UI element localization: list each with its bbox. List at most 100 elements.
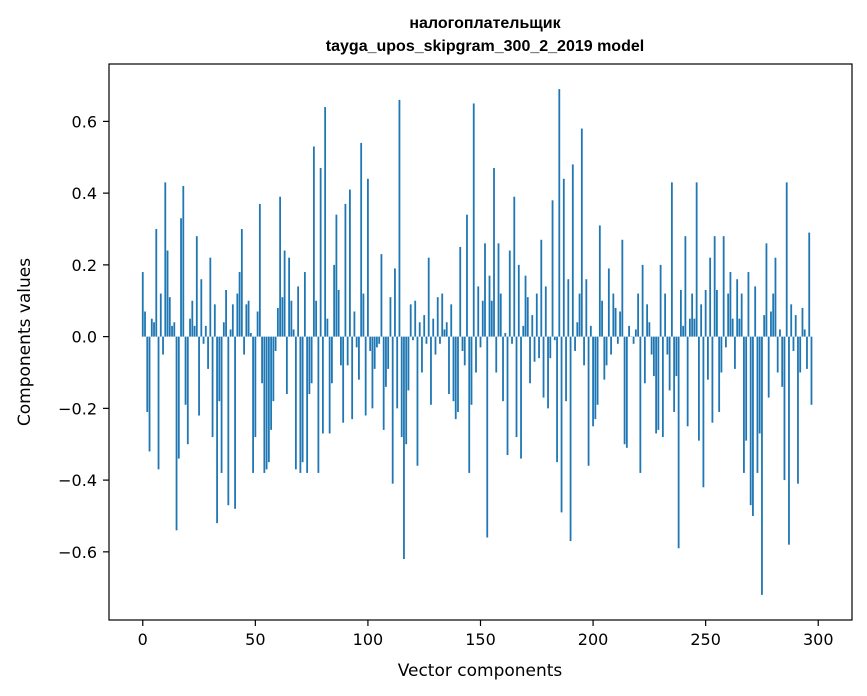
bar [274,336,277,351]
bar [261,336,263,384]
bar [331,336,333,384]
bar [470,336,473,405]
bar [713,236,716,337]
bar [526,297,529,337]
bar [477,286,480,337]
bar [308,336,311,395]
bar [227,336,230,506]
bar [463,336,466,366]
bar [623,336,626,445]
bar [236,293,239,337]
bar [272,336,275,402]
bar [191,300,194,337]
bar [785,182,788,337]
bar [632,336,635,344]
bar [157,336,160,470]
bar [596,336,599,405]
bar [648,322,651,337]
bar [328,336,331,434]
bar [333,264,336,337]
bar [580,128,583,337]
bar [693,318,696,337]
bar [682,325,685,337]
bar [677,336,680,549]
bar [159,293,162,337]
bar [148,336,151,452]
bar [301,336,304,463]
bar [369,336,372,351]
bar [234,336,236,509]
bar [297,286,300,337]
bar [412,336,414,341]
bar [267,336,270,463]
bar [499,293,502,337]
bar [758,336,761,434]
bar [670,182,673,337]
bar-series [141,89,813,595]
bar [513,196,516,337]
bar [540,239,543,337]
bar [335,214,338,337]
x-tick-label: 0 [138,630,148,649]
bar [321,336,324,434]
bar [394,268,396,337]
bar [727,293,730,337]
bar [481,300,484,337]
bar [162,336,164,355]
bar [427,257,430,337]
bar [776,336,779,373]
bar [391,336,394,484]
bar [216,336,218,524]
bar [547,336,549,409]
bar [565,336,567,402]
bar [319,168,322,337]
x-tick-label: 200 [578,630,609,649]
bar [673,336,676,412]
bar [256,311,259,337]
bar [520,336,522,459]
bar [794,315,797,337]
x-tick-label: 300 [803,630,834,649]
bar [283,250,286,337]
bar [312,146,315,337]
bar [767,336,770,398]
bar [529,336,531,384]
bar [601,300,603,337]
bar [445,322,448,337]
bar [265,336,268,470]
bar [700,304,703,337]
bar [625,336,628,448]
bar [646,304,649,337]
bar [141,272,144,337]
bar [292,329,295,337]
y-tick-label: −0.4 [58,471,97,490]
bar [551,200,554,337]
bar [688,318,691,337]
bar [567,279,570,337]
bar [524,275,527,337]
bar [650,336,653,355]
bar [461,336,464,351]
bar [779,329,781,337]
bar [716,289,718,337]
bar [299,336,302,473]
bar [657,336,660,430]
bar [421,336,423,373]
bar [810,336,813,405]
bar [459,246,462,337]
bar [346,336,349,366]
bar [310,336,313,384]
y-tick-label: 0.6 [72,112,97,131]
y-tick-label: 0.0 [72,328,97,347]
bar [747,272,750,337]
bar [405,336,408,445]
bar [666,336,669,355]
bar [661,336,664,438]
bar [396,336,399,409]
bar [362,293,365,337]
bar [450,304,453,337]
bar [177,336,180,459]
bar [652,336,655,377]
bar [171,325,173,337]
bar [340,336,342,366]
